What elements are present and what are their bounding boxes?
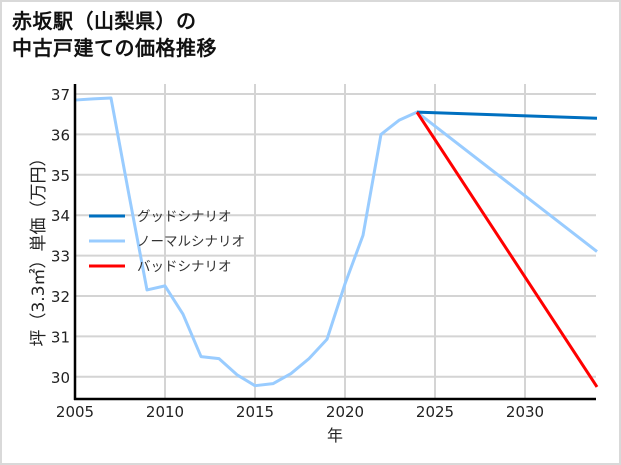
legend-label: ノーマルシナリオ	[137, 234, 245, 250]
chart-title: 赤坂駅（山梨県）の 中古戸建ての価格推移	[12, 8, 217, 62]
title-line-2: 中古戸建ての価格推移	[12, 36, 217, 60]
x-axis-label: 年	[327, 426, 343, 445]
y-tick-label: 33	[51, 248, 70, 266]
legend-label: グッドシナリオ	[137, 209, 232, 225]
y-tick-label: 32	[51, 288, 70, 306]
y-tick-label: 34	[51, 207, 70, 225]
x-tick-label: 2015	[236, 403, 274, 421]
y-tick-label: 31	[51, 328, 70, 346]
legend-label: バッドシナリオ	[137, 259, 232, 275]
x-tick-label: 2010	[146, 403, 184, 421]
y-tick-label: 36	[51, 126, 70, 144]
y-tick-label: 37	[51, 86, 70, 104]
x-tick-label: 2005	[56, 403, 94, 421]
x-tick-label: 2020	[326, 403, 364, 421]
series-lines	[74, 96, 599, 388]
title-line-1: 赤坂駅（山梨県）の	[12, 9, 197, 33]
tick-labels: 2005 2010 2015 2020 2025 2030 30 31 32 33 34 35 36 37	[51, 86, 544, 421]
series-line	[416, 110, 598, 120]
axes	[73, 84, 596, 401]
series-line	[415, 111, 599, 388]
y-tick-label: 35	[51, 167, 70, 185]
x-tick-label: 2025	[416, 403, 454, 421]
series-line	[74, 96, 598, 388]
x-tick-label: 2030	[506, 403, 544, 421]
y-tick-label: 30	[51, 369, 70, 387]
y-axis-label: 坪（3.3㎡）単価（万円）	[29, 149, 49, 346]
